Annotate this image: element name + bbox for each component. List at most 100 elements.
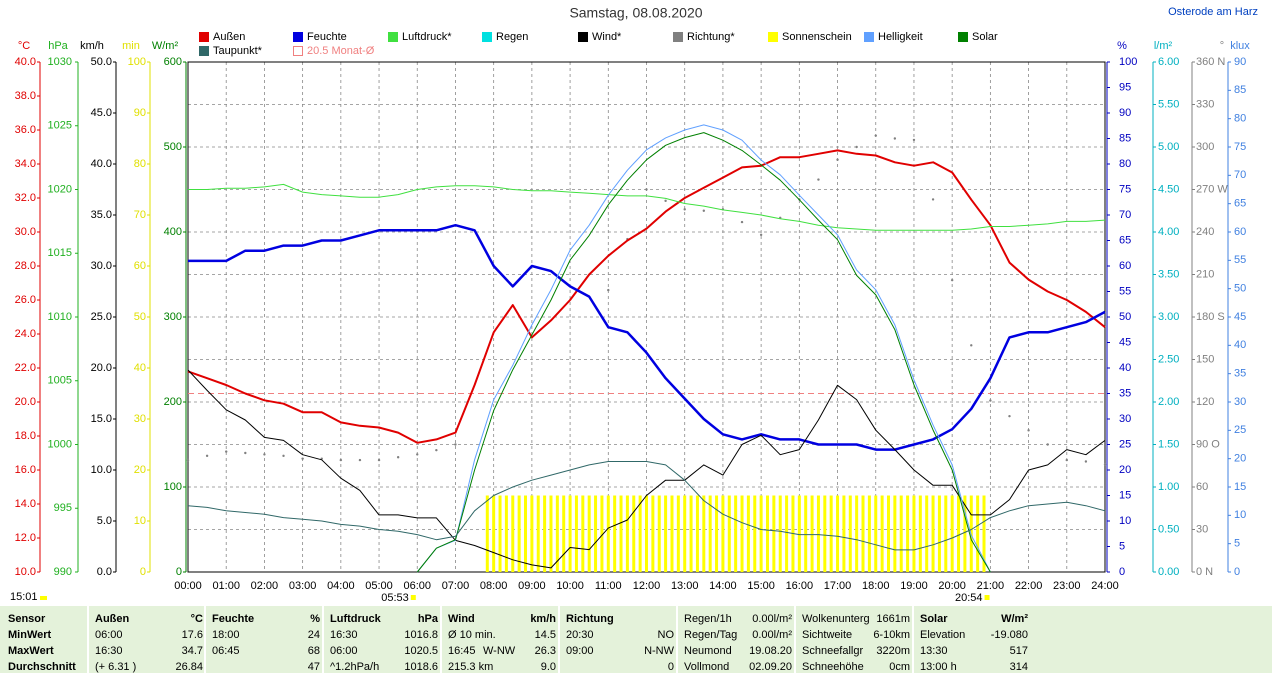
direction-dot [1065,458,1068,462]
y-tick-label: 35.0 [91,209,112,221]
sunshine-bar [823,495,827,572]
y-tick-label: 0.00 [1158,566,1179,578]
stats-value: 17.6 [182,629,203,641]
y-tick-label: 30 [1234,396,1246,408]
sunshine-bar [530,495,534,572]
y-tick-label: 32.0 [15,192,36,204]
direction-dot [358,458,362,462]
stats-label: 06:45 [212,645,240,657]
sunshine-bar [498,495,502,572]
stats-unit: km/h [530,613,556,625]
y-tick-label: 75 [1234,141,1246,153]
y-tick-label: 30 [1196,523,1208,535]
stats-label: 215.3 km [448,661,493,673]
sunshine-bar [880,495,884,572]
stats-label: 16:45 [448,645,476,657]
direction-dot [607,288,610,292]
x-tick-label: 19:00 [900,580,928,592]
stats-header: Solar [920,613,948,625]
axis-title: km/h [80,40,104,52]
direction-dot [301,457,304,460]
stats-value: 34.7 [182,645,203,657]
legend-swatch [293,46,303,56]
y-tick-label: 20 [1234,453,1246,465]
sunshine-bar [695,495,699,572]
sunshine-bar [619,495,623,572]
stats-value: 0 [668,661,674,673]
y-tick-label: 120 [1196,396,1214,408]
y-tick-label: 6.00 [1158,56,1179,68]
stats-label: 06:00 [330,645,358,657]
stats-value: -19.080 [991,629,1028,641]
y-tick-label: 45 [1119,336,1131,348]
legend-swatch [293,32,303,42]
y-tick-label: 1030 [48,56,72,68]
y-tick-label: 70 [1119,209,1131,221]
stats-value: 19.08.20 [749,645,792,657]
x-tick-label: 00:00 [174,580,202,592]
stats-label: 18:00 [212,629,240,641]
y-tick-label: 34.0 [15,158,36,170]
sunshine-bar [555,495,559,572]
direction-dot [817,178,820,181]
stats-row-label: MaxWert [8,645,54,657]
sunshine-bar [517,495,521,572]
x-tick-label: 20:00 [938,580,966,592]
direction-dot [855,145,858,149]
y-tick-label: 65 [1119,234,1131,246]
y-tick-label: 100 [164,481,182,493]
direction-dot [1084,460,1088,463]
sunshine-bar [906,495,910,572]
series-line [188,183,1106,231]
y-tick-label: 85 [1234,84,1246,96]
sunshine-bar [893,495,897,572]
sunshine-bar [664,495,668,572]
x-tick-label: 13:00 [671,580,699,592]
y-tick-label: 30.0 [91,260,112,272]
y-tick-label: 14.0 [15,498,36,510]
sunshine-bar [511,495,515,572]
y-tick-label: 35 [1119,387,1131,399]
y-tick-label: 5.50 [1158,98,1179,110]
y-tick-label: 60 [1196,481,1208,493]
y-tick-label: 300 [1196,141,1214,153]
y-tick-label: 85 [1119,132,1131,144]
y-tick-label: 75 [1119,183,1131,195]
series-line [416,124,991,573]
y-tick-label: 18.0 [15,430,36,442]
stats-label: Wolkenunterg [802,613,870,625]
sunshine-bar [670,495,674,572]
y-tick-label: 40.0 [91,158,112,170]
sunshine-bar [708,495,712,572]
series-line [187,369,1106,569]
sunshine-bar [721,495,725,572]
sunshine-bar [797,495,801,572]
sunshine-bar [753,495,757,572]
axis-title: klux [1230,40,1250,52]
stats-label: 16:30 [95,645,123,657]
sunshine-bar [886,495,890,572]
direction-dot [664,199,667,203]
sunshine-bar [944,495,948,572]
y-tick-label: 0 [1234,566,1240,578]
sunshine-bar [976,495,980,572]
sunshine-bar [524,495,528,572]
y-tick-label: 45.0 [91,107,112,119]
stats-value: 0cm [889,661,910,673]
y-tick-label: 50 [1119,311,1131,323]
y-tick-label: 90 [1234,56,1246,68]
sunshine-bar [485,495,489,572]
axis-title: min [122,40,140,52]
y-tick-label: 20.0 [91,362,112,374]
y-tick-label: 60 [1119,260,1131,272]
direction-dot [970,344,973,347]
y-tick-label: 180 S [1196,311,1225,323]
legend-label: Luftdruck* [402,31,452,43]
stats-label: 06:00 [95,629,123,641]
stats-label: 13:30 [920,645,948,657]
direction-dot [931,198,935,201]
y-tick-label: 55 [1119,285,1131,297]
y-tick-label: 0 [1119,566,1125,578]
sunshine-bar [861,495,865,572]
